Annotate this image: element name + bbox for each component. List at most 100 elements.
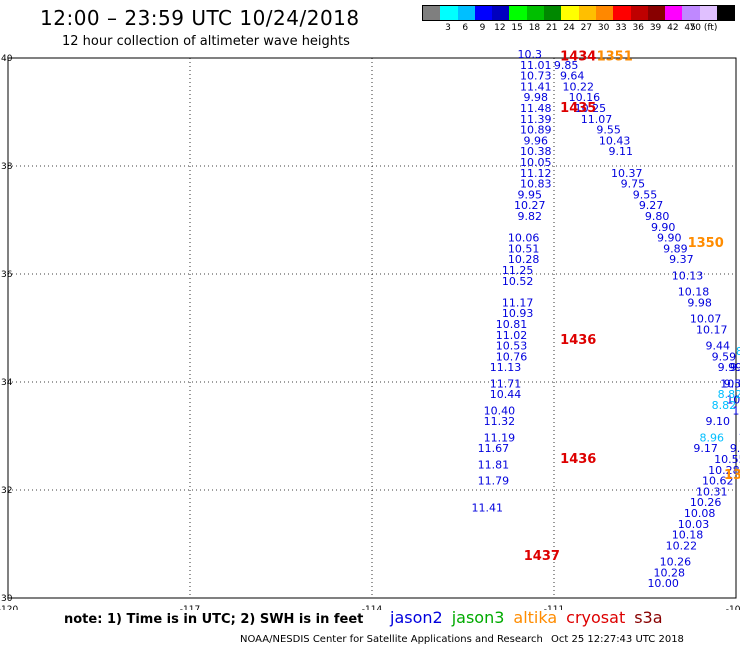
- wave-height-value: 10.17: [696, 323, 728, 336]
- wave-height-value: 10.90: [726, 394, 740, 407]
- wave-height-value: 9.27: [639, 199, 664, 212]
- wave-height-value: 11.01: [520, 59, 552, 72]
- wave-height-value: 10.28: [508, 253, 540, 266]
- page-title: 12:00 – 23:59 UTC 10/24/2018: [40, 6, 360, 30]
- color-scale-label: 3: [445, 23, 451, 33]
- pass-time-label: 1349: [724, 468, 740, 483]
- timestamp: Oct 25 12:27:43 UTC 2018: [551, 634, 684, 645]
- wave-height-value: 10.28: [654, 566, 686, 579]
- wave-height-value: 10.16: [569, 91, 601, 104]
- color-scale-swatch: [492, 6, 510, 20]
- wave-height-value: 9.98: [730, 442, 740, 455]
- footnote: note: 1) Time is in UTC; 2) SWH is in fe…: [64, 612, 364, 627]
- wave-height-value: 9.75: [621, 178, 646, 191]
- wave-height-value: 10.93: [502, 307, 534, 320]
- color-scale-swatch: [544, 6, 562, 20]
- wave-height-value: 11.39: [520, 113, 552, 126]
- wave-height-value: 10.81: [496, 318, 528, 331]
- wave-height-value: 9.44: [706, 340, 731, 353]
- legend-entry: altika: [513, 608, 558, 627]
- wave-height-value: 10.22: [563, 80, 595, 93]
- credit-line: NOAA/NESDIS Center for Satellite Applica…: [240, 634, 543, 645]
- color-scale-swatch: [717, 6, 735, 20]
- wave-height-value: 10.43: [599, 134, 631, 147]
- legend-entry: cryosat: [566, 608, 626, 627]
- wave-height-value: 11.07: [581, 113, 613, 126]
- legend-entry: s3a: [634, 608, 663, 627]
- wave-height-value: 8.96: [699, 431, 724, 444]
- wave-height-value: 11.41: [472, 502, 504, 515]
- wave-height-value: 9.80: [645, 210, 670, 223]
- color-scale-swatch: [699, 6, 718, 20]
- wave-height-value: 9.01: [730, 361, 740, 374]
- wave-height-value: 10.38: [520, 145, 552, 158]
- color-scale-label: 24: [563, 23, 575, 33]
- x-tick-label: -108: [726, 605, 740, 610]
- wave-height-value: 10.83: [520, 178, 552, 191]
- wave-height-value: 10.51: [508, 242, 540, 255]
- wave-height-value: 9.89: [663, 242, 688, 255]
- wave-height-value: 9.64: [560, 70, 585, 83]
- color-scale-swatch: [440, 6, 458, 20]
- wave-height-value: 10.44: [490, 388, 522, 401]
- color-scale-label: 27: [580, 23, 593, 33]
- color-scale-label: 18: [528, 23, 541, 33]
- wave-height-value: 10.73: [520, 70, 552, 83]
- page-subtitle: 12 hour collection of altimeter wave hei…: [62, 34, 350, 49]
- wave-height-value: 10.18: [672, 529, 704, 542]
- wave-height-value: 10.28: [708, 464, 740, 477]
- pass-time-label: 1350: [688, 236, 724, 251]
- wave-height-value: 10.26: [690, 496, 722, 509]
- color-scale-label: 33: [615, 23, 627, 33]
- wave-height-value: 9.10: [706, 415, 731, 428]
- wave-height-value: 9.17: [693, 442, 718, 455]
- wave-height-value: 9.85: [554, 59, 579, 72]
- wave-height-value: 9.90: [651, 221, 676, 234]
- wave-height-value: 10.55: [714, 453, 740, 466]
- wave-height-value: 10.08: [684, 507, 716, 520]
- color-scale-swatch: [457, 6, 475, 20]
- x-tick-label: -111: [544, 605, 564, 610]
- color-scale-swatch: [682, 6, 700, 20]
- wave-height-value: 8.82: [712, 399, 737, 412]
- wave-height-value: 10.13: [672, 269, 704, 282]
- wave-height-value: 10.52: [502, 275, 534, 288]
- wave-height-value: 11.04: [738, 431, 740, 444]
- color-scale-swatches: [422, 5, 736, 21]
- pass-time-label: 1435: [560, 101, 596, 116]
- wave-height-value: 10.00: [647, 577, 679, 590]
- x-tick-label: -120: [0, 605, 18, 610]
- wave-height-value: 9.99: [718, 361, 740, 374]
- color-scale-swatch: [630, 6, 648, 20]
- legend-entry: jason3: [451, 608, 505, 627]
- x-tick-label: -114: [362, 605, 383, 610]
- wave-height-value: 10.06: [508, 232, 540, 245]
- wave-height-value: 9.51: [724, 377, 740, 390]
- color-scale-label: 6: [462, 23, 469, 33]
- color-scale-label: 42: [667, 23, 679, 33]
- wave-height-value: 10.08: [720, 377, 740, 390]
- wave-height-value: 11.81: [478, 458, 510, 471]
- wave-height-value: 10.76: [496, 350, 528, 363]
- wave-height-value: 10.89: [520, 124, 552, 137]
- wave-height-value: 11.48: [520, 102, 552, 115]
- wave-height-value: 9.55: [596, 124, 621, 137]
- color-scale: 3 6 9 12 15 18 21 24 27 30 33 36 39 42 45 70 (ft): [422, 5, 736, 33]
- wave-height-value: 10.18: [678, 286, 710, 299]
- wave-height-value: 10.25: [575, 102, 607, 115]
- wave-height-value: 9.37: [669, 253, 694, 266]
- wave-height-value: 11.25: [502, 264, 534, 277]
- wave-height-value: 10.22: [666, 539, 698, 552]
- wave-height-value: 11.19: [484, 431, 516, 444]
- legend-entry: jason2: [390, 608, 443, 627]
- pass-time-label: 1351: [597, 50, 633, 65]
- wave-height-value: 10.03: [678, 518, 710, 531]
- color-scale-swatch: [474, 6, 493, 20]
- wave-height-value: 9.82: [517, 210, 542, 223]
- color-scale-label: 9: [479, 23, 486, 33]
- wave-height-value: 11.32: [484, 415, 516, 428]
- color-scale-swatch: [526, 6, 545, 20]
- wave-height-value: 10.05: [520, 156, 552, 169]
- wave-height-value: 11.12: [520, 167, 552, 180]
- wave-height-value: 9.11: [608, 145, 633, 158]
